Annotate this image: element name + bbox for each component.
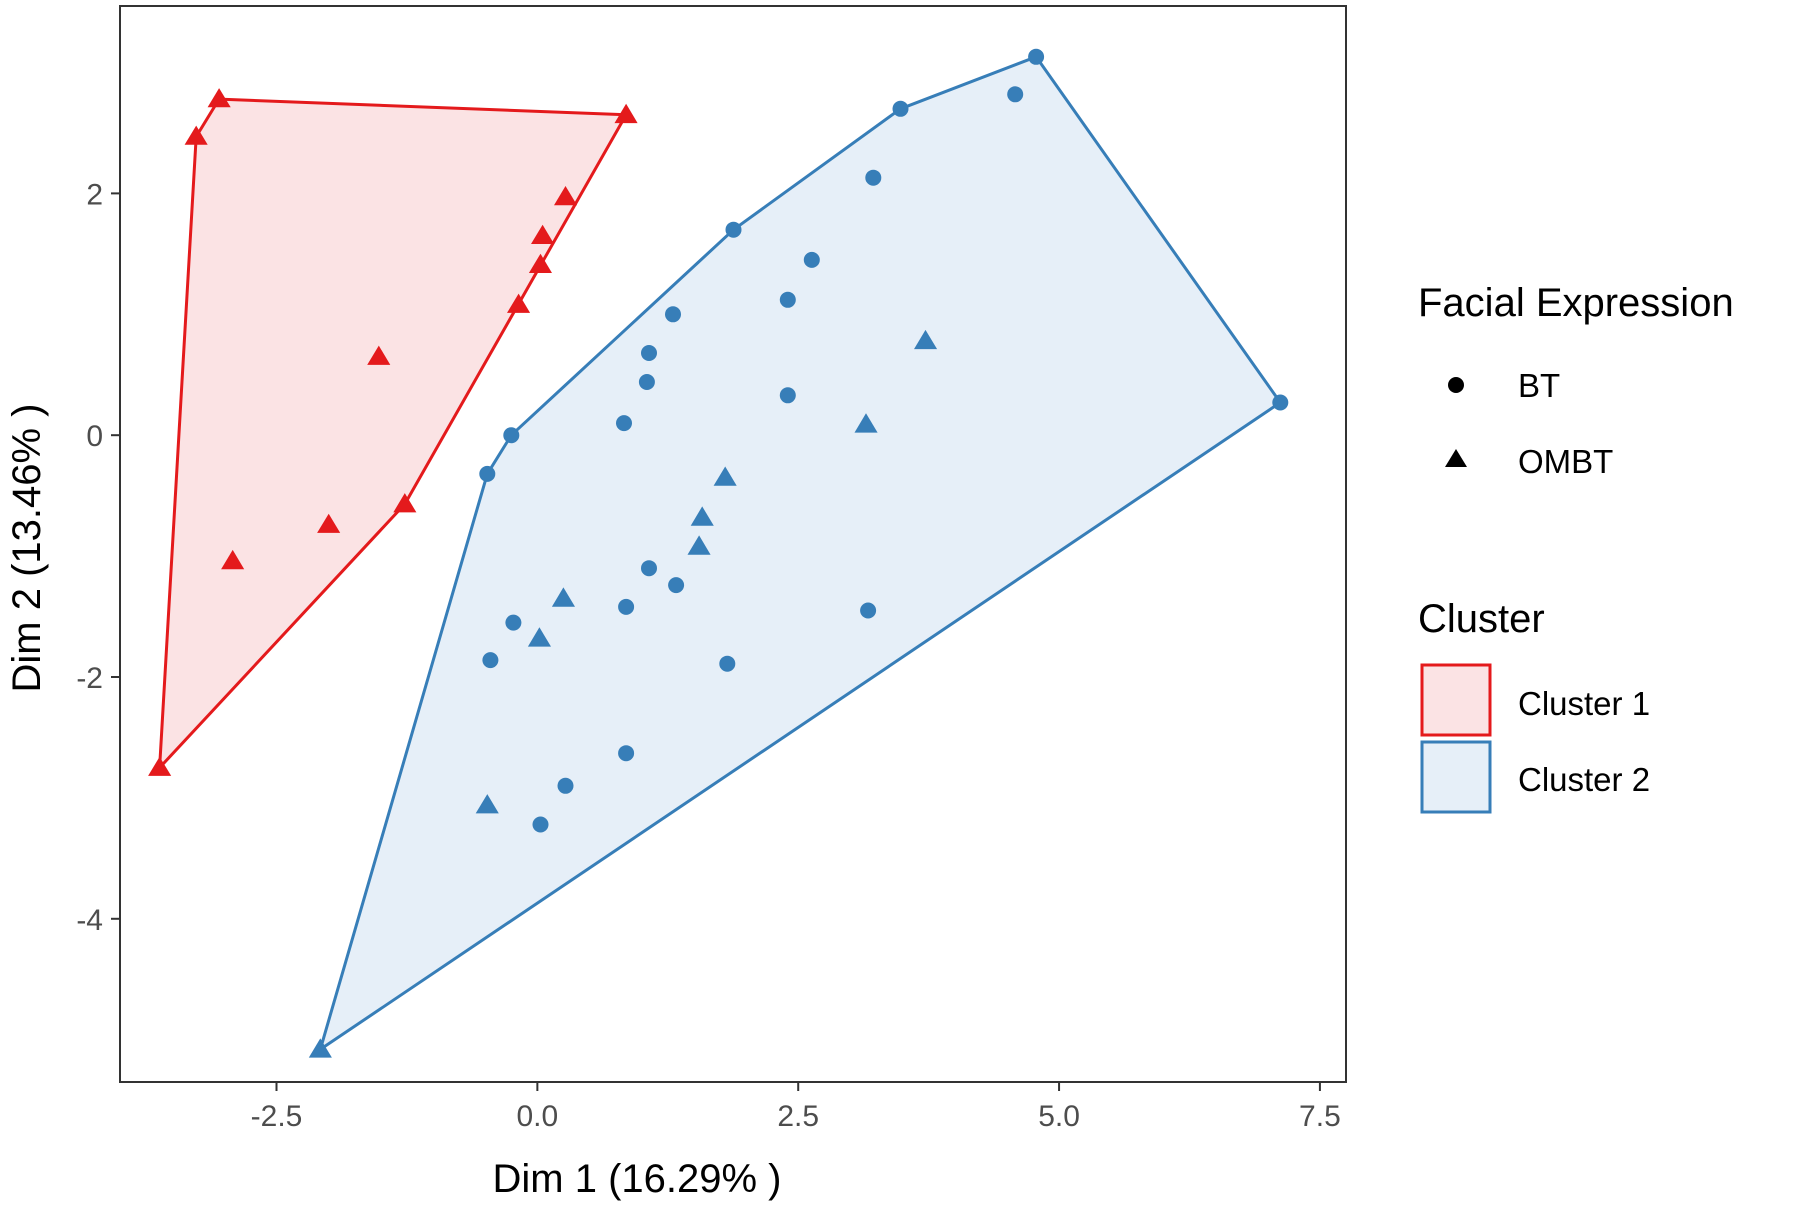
cluster2-point-circle (505, 614, 522, 631)
y-axis-title: Dim 2 (13.46% ) (5, 404, 49, 693)
cluster2-point-circle (725, 221, 742, 238)
y-tick-label: -2 (76, 662, 103, 695)
cluster2-point-circle (532, 816, 549, 833)
y-tick-label: 0 (86, 420, 103, 453)
legend-label-cluster1: Cluster 1 (1518, 685, 1650, 722)
cluster1-point-triangle (148, 756, 172, 776)
cluster2-point-triangle (914, 329, 938, 350)
cluster2-point-circle (1007, 86, 1024, 103)
cluster2-point-triangle (713, 466, 737, 486)
cluster1-point-triangle (393, 493, 417, 513)
legend-triangle-key (1445, 449, 1467, 467)
cluster2-point-circle (668, 577, 685, 594)
cluster1-point-triangle (554, 186, 578, 206)
cluster2-point-circle (618, 745, 635, 762)
cluster1-point-triangle (207, 88, 231, 108)
cluster2-point-circle (779, 387, 796, 404)
cluster2-point-circle (665, 306, 681, 323)
legend-cluster-title: Cluster (1418, 597, 1545, 641)
cluster2-point-circle (865, 169, 882, 186)
cluster2-point-triangle (854, 413, 878, 433)
cluster2-point-triangle (690, 506, 714, 526)
cluster1-point-triangle (367, 345, 391, 365)
x-tick-label: 7.5 (1299, 1100, 1341, 1133)
x-tick-label: 0.0 (517, 1100, 559, 1133)
cluster2-point-triangle (687, 535, 711, 555)
cluster2-point-circle (482, 652, 499, 669)
y-tick-label: 2 (86, 178, 103, 211)
legend-shape-title: Facial Expression (1418, 281, 1734, 325)
cluster2-point-circle (616, 415, 632, 432)
cluster2-point-circle (641, 345, 657, 361)
cluster2-point-circle (779, 291, 796, 308)
cluster2-point-circle (503, 427, 520, 444)
x-tick-label: -2.5 (251, 1100, 303, 1133)
legend-label-bt: BT (1518, 367, 1560, 404)
cluster2-point-triangle (551, 587, 575, 607)
cluster1-point-triangle (184, 125, 208, 145)
cluster2-point-circle (618, 598, 635, 615)
cluster1-hull (158, 97, 628, 770)
legend-label-cluster2: Cluster 2 (1518, 761, 1650, 798)
cluster2-point-circle (1028, 48, 1045, 65)
cluster1-point-triangle (614, 103, 638, 124)
y-tick-label: -4 (76, 904, 103, 937)
legend-cluster1-key (1420, 663, 1492, 737)
plot-border (119, 5, 1347, 1083)
cluster1-point-triangle (317, 513, 341, 533)
x-tick-label: 5.0 (1038, 1100, 1080, 1133)
x-axis-title: Dim 1 (16.29% ) (493, 1157, 782, 1201)
legend-cluster2-key (1420, 740, 1492, 814)
cluster1-point-triangle (221, 549, 245, 570)
cluster2-point-circle (638, 374, 655, 390)
legend: Facial Expression BT OMBT Cluster Cluste… (1418, 281, 1734, 814)
legend-circle-key (1448, 377, 1464, 393)
legend-label-ombt: OMBT (1518, 443, 1613, 480)
cluster2-point-circle (479, 465, 496, 482)
cluster2-point-circle (641, 560, 657, 577)
cluster2-point-triangle (308, 1038, 332, 1058)
cluster1-point-triangle (528, 253, 552, 273)
cluster2-point-circle (557, 777, 574, 794)
cluster2-point-circle (803, 251, 820, 268)
cluster2-point-circle (892, 100, 909, 117)
x-tick-label: 2.5 (777, 1100, 819, 1133)
cluster2-point-circle (719, 655, 736, 672)
cluster2-point-triangle (475, 794, 499, 814)
cluster2-point-circle (860, 602, 877, 619)
plot-area: -2.5 0.0 2.5 5.0 7.5 -4 -2 0 2 (76, 5, 1347, 1133)
cluster2-point-circle (1272, 394, 1289, 411)
cluster1-point-triangle (531, 224, 555, 244)
cluster2-point-triangle (527, 627, 551, 647)
cluster1-point-triangle (507, 293, 531, 313)
